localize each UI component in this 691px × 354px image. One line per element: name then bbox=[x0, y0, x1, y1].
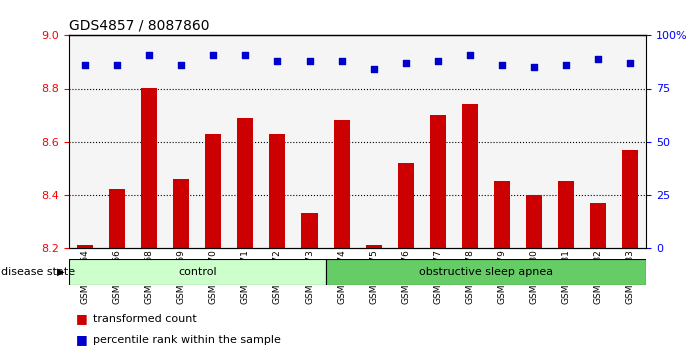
Text: disease state: disease state bbox=[1, 267, 78, 277]
Text: transformed count: transformed count bbox=[93, 314, 197, 324]
Text: obstructive sleep apnea: obstructive sleep apnea bbox=[419, 267, 553, 277]
Bar bbox=[334, 120, 350, 248]
Text: percentile rank within the sample: percentile rank within the sample bbox=[93, 335, 281, 345]
Bar bbox=[269, 133, 285, 248]
Bar bbox=[205, 133, 221, 248]
Text: ■: ■ bbox=[76, 333, 88, 346]
Point bbox=[112, 62, 123, 68]
Bar bbox=[462, 104, 477, 248]
Bar bbox=[109, 189, 125, 248]
Point bbox=[625, 60, 636, 66]
Point bbox=[304, 58, 315, 64]
Bar bbox=[590, 203, 606, 248]
Bar bbox=[526, 195, 542, 248]
Point bbox=[79, 62, 91, 68]
Bar bbox=[325, 259, 646, 285]
Point bbox=[240, 52, 251, 57]
Point bbox=[432, 58, 443, 64]
Bar bbox=[173, 179, 189, 248]
Bar bbox=[397, 163, 414, 248]
Text: ▶: ▶ bbox=[57, 267, 65, 277]
Bar bbox=[238, 118, 254, 248]
Text: GDS4857 / 8087860: GDS4857 / 8087860 bbox=[69, 19, 209, 33]
Point bbox=[336, 58, 347, 64]
Point bbox=[208, 52, 219, 57]
Point bbox=[592, 56, 603, 62]
Point bbox=[272, 58, 283, 64]
Point bbox=[176, 62, 187, 68]
Text: ■: ■ bbox=[76, 312, 88, 325]
Point bbox=[496, 62, 507, 68]
Bar bbox=[69, 259, 325, 285]
Bar bbox=[494, 182, 510, 248]
Point bbox=[144, 52, 155, 57]
Bar bbox=[301, 213, 318, 248]
Bar bbox=[622, 150, 638, 248]
Bar bbox=[77, 245, 93, 248]
Point bbox=[368, 67, 379, 72]
Point bbox=[529, 64, 540, 70]
Text: control: control bbox=[178, 267, 217, 277]
Bar bbox=[141, 88, 158, 248]
Point bbox=[464, 52, 475, 57]
Bar bbox=[558, 182, 574, 248]
Point bbox=[400, 60, 411, 66]
Bar bbox=[366, 245, 381, 248]
Bar bbox=[430, 115, 446, 248]
Point bbox=[560, 62, 571, 68]
